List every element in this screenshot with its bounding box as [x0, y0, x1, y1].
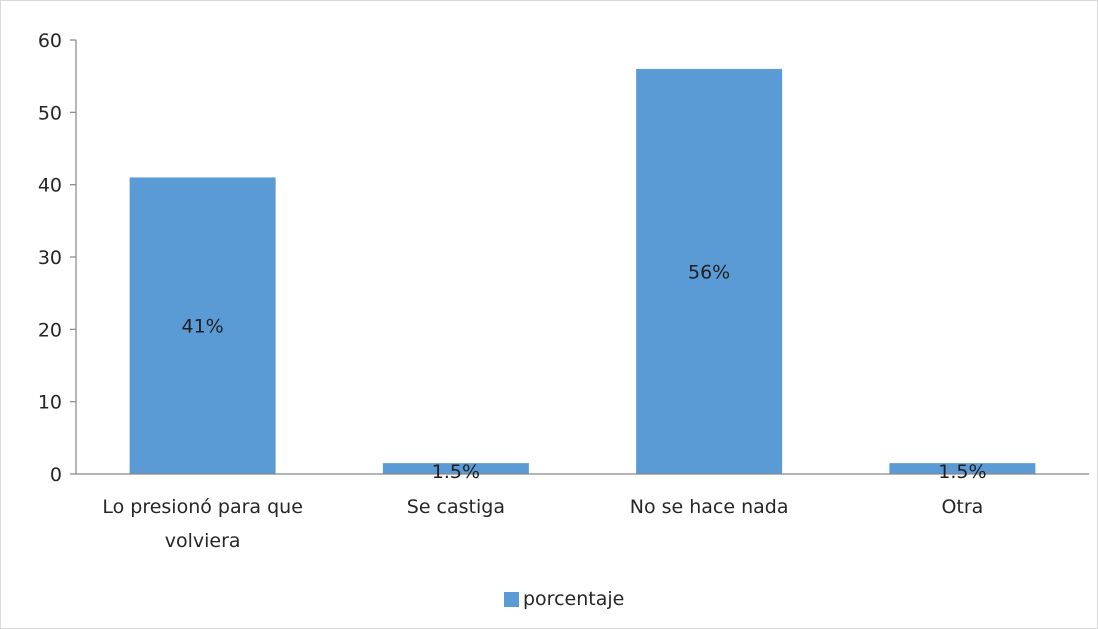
data-labels: 41% 1.5% 56% 1.5%	[182, 261, 987, 483]
y-tick-label: 40	[38, 175, 62, 197]
bar	[129, 177, 276, 474]
legend: porcentaje	[504, 587, 624, 611]
x-category-label-line: Se castiga	[407, 496, 505, 518]
bar-chart: 0 10 20 30 40 50 60 Lo presionó para que volvie…	[38, 30, 1089, 552]
y-axis: 0 10 20 30 40 50 60	[38, 30, 77, 486]
x-category-label: Lo presionó para que volviera	[102, 496, 303, 552]
bar-data-label: 56%	[688, 261, 730, 283]
x-category-label: Otra	[941, 496, 983, 518]
y-tick-label: 60	[38, 30, 62, 52]
y-tick-label: 10	[38, 392, 62, 414]
x-category-label: No se hace nada	[630, 496, 789, 518]
bar	[636, 68, 783, 474]
y-tick-label: 0	[50, 464, 62, 486]
x-axis: Lo presionó para que volviera Se castiga No…	[76, 473, 1089, 552]
x-category-label-line: volviera	[165, 530, 241, 552]
x-category-label-line: Lo presionó para que	[102, 496, 303, 518]
x-category-label: Se castiga	[407, 496, 505, 518]
bar	[889, 463, 1036, 474]
bar-data-label: 1.5%	[938, 461, 986, 483]
y-tick-label: 20	[38, 319, 62, 341]
y-tick-label: 30	[38, 247, 62, 269]
bars	[129, 68, 1036, 474]
x-category-label-line: No se hace nada	[630, 496, 789, 518]
legend-label: porcentaje	[523, 588, 625, 610]
bar-data-label: 41%	[182, 316, 224, 338]
y-tick-label: 50	[38, 102, 62, 124]
bar-data-label: 1.5%	[432, 461, 480, 483]
legend-swatch	[504, 591, 519, 607]
bar	[382, 463, 529, 474]
x-category-label-line: Otra	[941, 496, 983, 518]
